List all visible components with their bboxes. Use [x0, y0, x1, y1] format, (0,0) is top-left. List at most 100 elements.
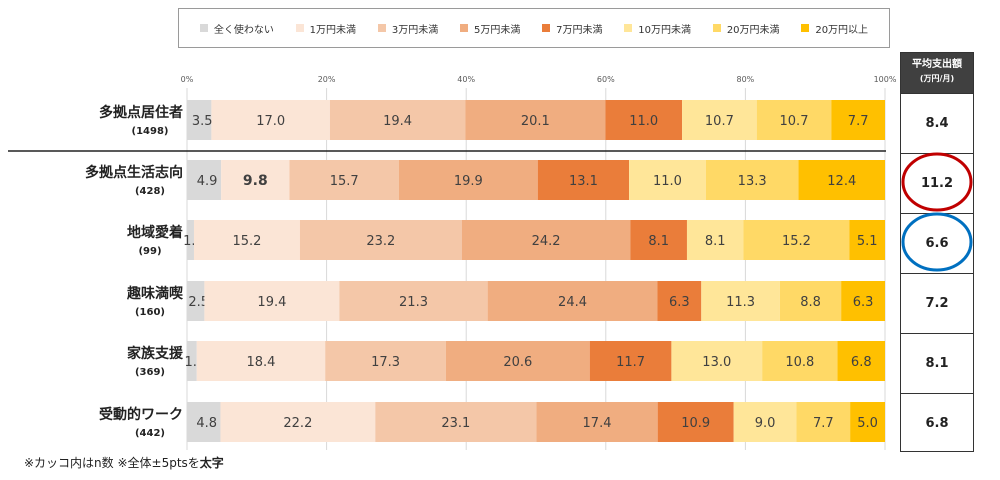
- legend-label: 1万円未満: [309, 24, 357, 36]
- data-label: 6.3: [853, 295, 874, 310]
- bar-segment: [339, 281, 488, 321]
- legend: 全く使わない 1万円未満 3万円未満 5万円未満 7万円未満 10万円未満 20万円未満 20…: [178, 8, 890, 48]
- data-label: 7.7: [813, 416, 834, 431]
- bar-segment: [220, 402, 376, 442]
- data-label: 5.0: [857, 416, 878, 431]
- bar-segment: [701, 281, 780, 321]
- data-label: 13.0: [702, 355, 731, 370]
- legend-label: 20万円以上: [815, 24, 869, 36]
- legend-swatch: [459, 24, 468, 32]
- data-label: 15.2: [232, 234, 261, 249]
- row-n-label: (369): [135, 367, 165, 378]
- legend-swatch: [801, 24, 810, 32]
- average-spending-table: 平均支出額 (万円/月) 8.4 11.2 6.6 7.2 8.1 6.8: [900, 52, 974, 452]
- bar-segment: [705, 160, 799, 200]
- legend-swatch: [377, 24, 386, 32]
- data-label: 10.8: [785, 355, 814, 370]
- data-label: 7.7: [848, 114, 869, 129]
- bar-segment: [743, 220, 850, 260]
- data-label: 8.1: [705, 234, 726, 249]
- row-n-label: (160): [135, 307, 165, 318]
- legend-label: 7万円未満: [556, 24, 603, 36]
- average-header: 平均支出額 (万円/月): [901, 53, 973, 93]
- data-label: 8.8: [800, 295, 821, 310]
- data-label: 10.7: [780, 114, 809, 129]
- data-label: 15.7: [330, 174, 359, 189]
- bar-segment: [187, 160, 222, 200]
- data-label: 17.0: [256, 114, 285, 129]
- legend-item: 3万円未満: [377, 21, 438, 36]
- bar-segment: [657, 402, 734, 442]
- x-tick-label: 20%: [318, 75, 336, 84]
- data-label: 9.8: [243, 173, 268, 189]
- legend-swatch: [295, 24, 304, 32]
- data-label: 23.2: [366, 234, 395, 249]
- bar-segment: [187, 281, 205, 321]
- data-label: 22.2: [283, 416, 312, 431]
- average-value: 8.1: [925, 356, 949, 371]
- data-label: 4.9: [197, 174, 218, 189]
- data-label: 10.7: [705, 114, 734, 129]
- data-label: 13.1: [569, 174, 598, 189]
- data-label: 19.9: [454, 174, 483, 189]
- legend-label: 10万円未満: [638, 24, 692, 36]
- legend-label: 全く使わない: [213, 24, 274, 36]
- bar-segment: [187, 402, 221, 442]
- average-header-title: 平均支出額: [912, 59, 962, 70]
- bar-segment: [299, 220, 462, 260]
- row-label: 多拠点居住者: [99, 104, 183, 121]
- data-label: 8.1: [648, 234, 669, 249]
- data-label: 6.8: [851, 355, 872, 370]
- legend-item: 全く使わない: [199, 21, 274, 36]
- average-value: 8.4: [925, 116, 949, 131]
- average-header-unit: (万円/月): [919, 74, 955, 83]
- legend-label: 20万円未満: [726, 24, 780, 36]
- legend-item: 20万円以上: [801, 21, 868, 36]
- row-label: 地域愛着: [127, 224, 183, 241]
- bar-segment: [798, 160, 885, 200]
- row-label: 受動的ワーク: [99, 406, 183, 423]
- average-cell: 8.4: [901, 93, 973, 153]
- data-label: 20.6: [503, 355, 532, 370]
- data-label: 18.4: [247, 355, 276, 370]
- bar-segment: [193, 220, 300, 260]
- data-label: 6.3: [669, 295, 690, 310]
- data-label: 11.7: [616, 355, 645, 370]
- bar-segment: [630, 220, 687, 260]
- legend-item: 20万円未満: [712, 21, 780, 36]
- x-tick-label: 100%: [874, 75, 897, 84]
- x-tick-label: 0%: [181, 75, 194, 84]
- data-label: 23.1: [441, 416, 470, 431]
- data-label: 12.4: [827, 174, 856, 189]
- bar-segment: [329, 100, 466, 140]
- bar-segment: [537, 160, 630, 200]
- legend-item: 10万円未満: [624, 21, 691, 36]
- bar-segment: [779, 281, 842, 321]
- legend-label: 5万円未満: [473, 24, 521, 36]
- data-label: 17.3: [371, 355, 400, 370]
- data-label: 19.4: [257, 295, 286, 310]
- bar-segment: [762, 341, 838, 381]
- bar-segment: [837, 341, 885, 381]
- bar-segment: [629, 160, 706, 200]
- data-label: 24.2: [532, 234, 561, 249]
- legend-item: 7万円未満: [542, 21, 603, 36]
- data-label: 13.3: [738, 174, 767, 189]
- data-label: 5.1: [857, 234, 878, 249]
- bar-segment: [465, 100, 606, 140]
- bar-segment: [204, 281, 340, 321]
- data-label: 1.0: [183, 234, 204, 249]
- bar-segment: [398, 160, 538, 200]
- average-cell: 6.6: [901, 213, 973, 273]
- bar-segment: [536, 402, 658, 442]
- data-label: 11.0: [629, 114, 658, 129]
- bar-segment: [461, 220, 631, 260]
- bar-segment: [211, 100, 330, 140]
- bar-segment: [671, 341, 763, 381]
- legend-swatch: [542, 24, 551, 32]
- bar-segment: [187, 341, 197, 381]
- data-label: 24.4: [558, 295, 587, 310]
- data-label: 9.0: [755, 416, 776, 431]
- x-tick-label: 40%: [457, 75, 475, 84]
- bar-segment: [605, 100, 683, 140]
